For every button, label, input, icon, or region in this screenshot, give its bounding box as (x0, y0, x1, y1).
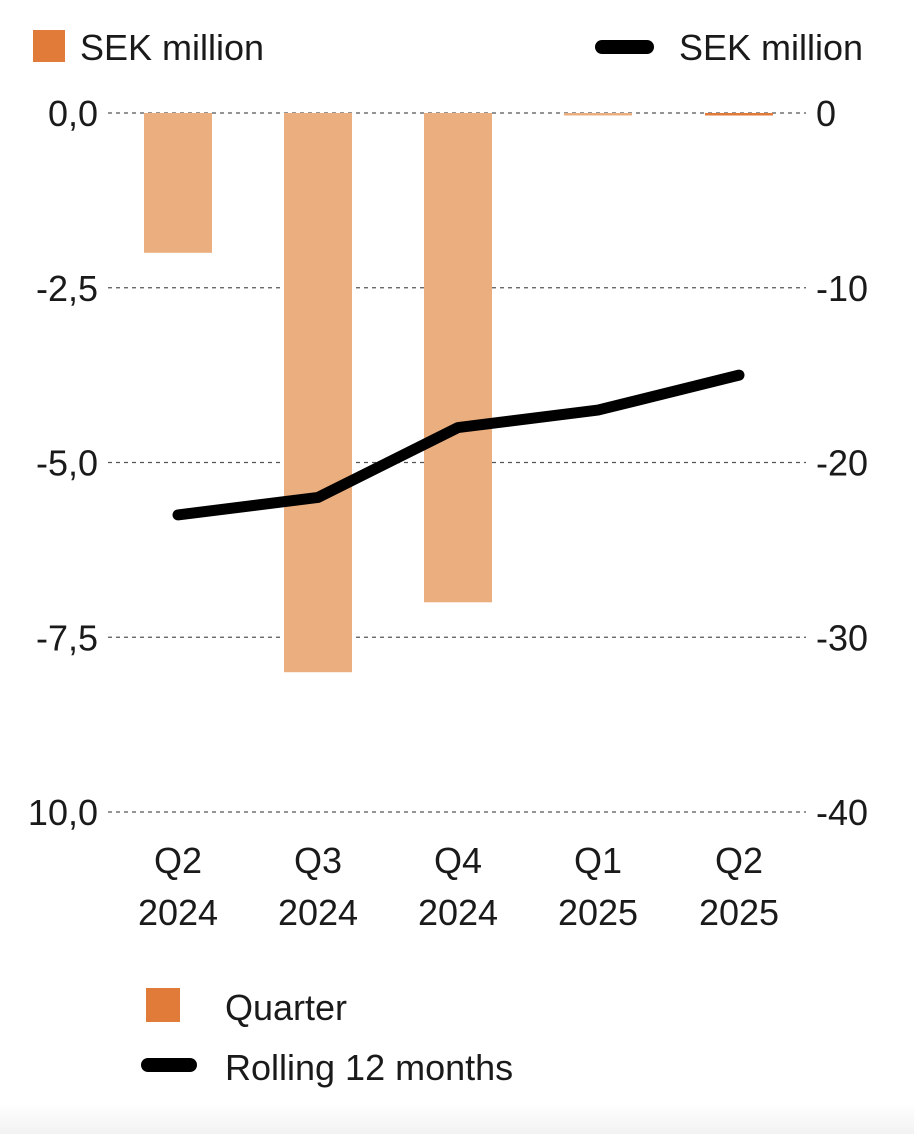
x-tick-label: Q1 2025 (558, 840, 638, 933)
legend: Quarter Rolling 12 months (141, 987, 513, 1088)
bar-quarter (705, 113, 773, 116)
x-tick-label: Q2 2025 (699, 840, 779, 933)
bar-quarter (564, 113, 632, 116)
left-tick-label: 10,0 (28, 792, 98, 833)
x-tick-label: Q2 2024 (138, 840, 218, 933)
left-tick-label: -5,0 (36, 443, 98, 484)
right-axis-ticks: 0 -10 -20 -30 -40 (816, 93, 868, 833)
right-tick-label: -40 (816, 792, 868, 833)
bar-quarter (424, 113, 492, 603)
line-rolling-12-months (172, 369, 745, 521)
right-axis-title: SEK million (679, 27, 863, 68)
left-axis-title: SEK million (80, 27, 264, 68)
left-tick-label: 0,0 (48, 93, 98, 134)
right-tick-label: -10 (816, 268, 868, 309)
x-axis-ticks: Q2 2024 Q3 2024 Q4 2024 Q1 2025 Q2 2025 (138, 840, 779, 933)
legend-label-rolling: Rolling 12 months (225, 1047, 513, 1088)
rolling-line (172, 369, 745, 521)
bottom-shade (0, 1104, 914, 1134)
axis-titles: SEK million SEK million (33, 27, 863, 68)
legend-label-quarter: Quarter (225, 987, 347, 1028)
legend-swatch-quarter (146, 988, 180, 1022)
right-tick-label: 0 (816, 93, 836, 134)
bar-quarter (144, 113, 212, 253)
left-axis-ticks: 0,0 -2,5 -5,0 -7,5 10,0 (28, 93, 98, 833)
left-tick-label: -2,5 (36, 268, 98, 309)
left-tick-label: -7,5 (36, 617, 98, 658)
right-tick-label: -30 (816, 617, 868, 658)
bars (144, 113, 773, 673)
x-tick-label: Q4 2024 (418, 840, 498, 933)
left-axis-title-swatch (33, 30, 65, 62)
right-tick-label: -20 (816, 443, 868, 484)
bar-quarter (284, 113, 352, 673)
x-tick-label: Q3 2024 (278, 840, 358, 933)
